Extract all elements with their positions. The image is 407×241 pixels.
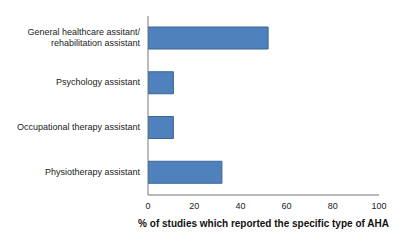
svg-text:% of studies which reported th: % of studies which reported the specific… [138,218,389,229]
svg-text:Physiotherapy assistant: Physiotherapy assistant [45,167,141,177]
svg-text:60: 60 [282,201,292,211]
svg-text:80: 80 [328,201,338,211]
svg-text:Occupational therapy assistant: Occupational therapy assistant [17,122,141,132]
svg-text:General healthcare assitant/re: General healthcare assitant/rehabilitati… [27,27,140,48]
svg-text:Psychology assistant: Psychology assistant [56,78,141,88]
svg-text:20: 20 [189,201,199,211]
svg-text:40: 40 [235,201,245,211]
svg-text:100: 100 [371,201,386,211]
svg-text:0: 0 [145,201,150,211]
